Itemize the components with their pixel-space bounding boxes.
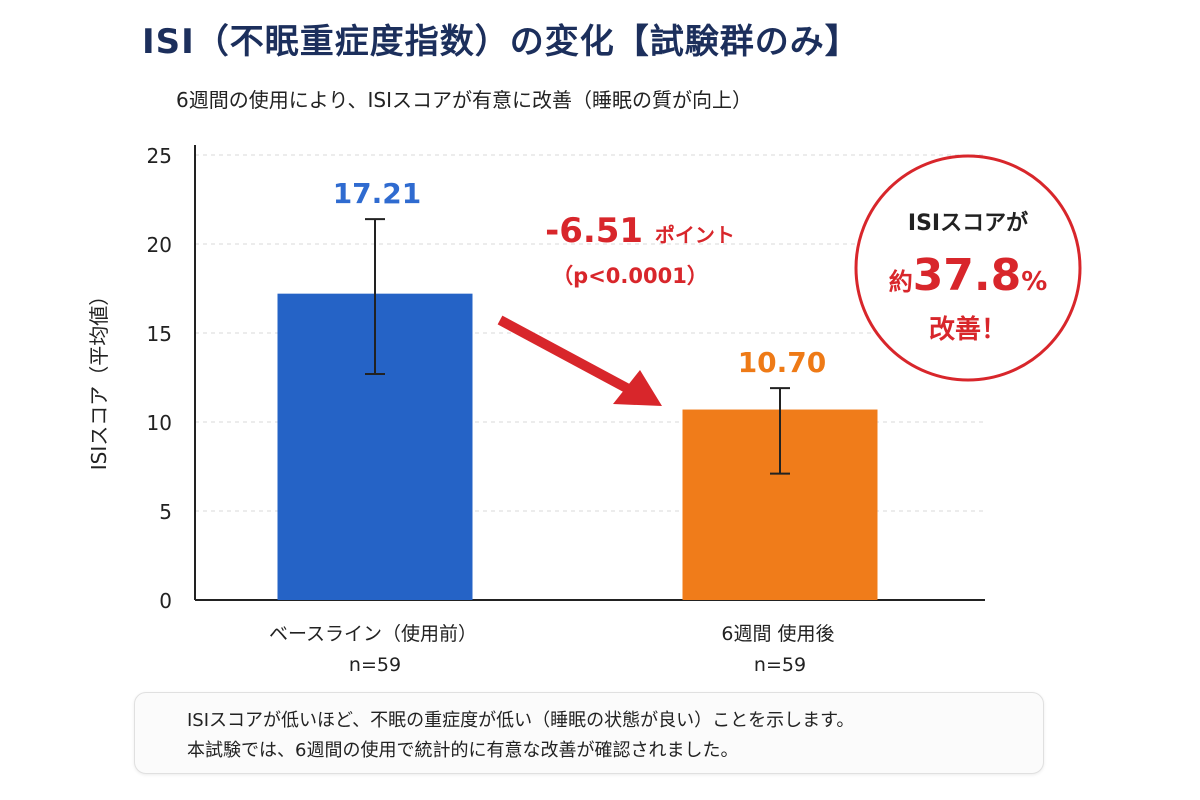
note-line-1: ISIスコアが低いほど、不眠の重症度が低い（睡眠の状態が良い）ことを示します。 bbox=[187, 710, 855, 731]
y-tick-label: 25 bbox=[147, 144, 172, 168]
change-annotation: -6.51 ポイント bbox=[545, 211, 735, 251]
p-value-label: （p<0.0001） bbox=[552, 264, 708, 288]
value-label-2: 10.70 bbox=[738, 346, 827, 379]
x-tick-label-2: 6週間 使用後 bbox=[721, 623, 834, 645]
value-label-1: 17.21 bbox=[333, 177, 422, 210]
callout-circle bbox=[854, 154, 1082, 382]
y-tick-label: 5 bbox=[159, 500, 172, 524]
note-box: ISIスコアが低いほど、不眠の重症度が低い（睡眠の状態が良い）ことを示します。 … bbox=[134, 692, 1044, 774]
change-arrow-shaft bbox=[497, 315, 637, 397]
sample-size-label-1: n=59 bbox=[349, 654, 401, 676]
sample-size-label-2: n=59 bbox=[754, 654, 806, 676]
note-line-2: 本試験では、6週間の使用で統計的に有意な改善が確認されました。 bbox=[187, 740, 739, 761]
change-unit: ポイント bbox=[655, 223, 735, 247]
callout-percent: 約37.8% bbox=[889, 250, 1048, 301]
callout-line-3: 改善！ bbox=[929, 314, 1007, 345]
y-tick-label: 10 bbox=[147, 411, 172, 435]
y-tick-label: 0 bbox=[159, 589, 172, 613]
chart-subtitle: 6週間の使用により、ISIスコアが有意に改善（睡眠の質が向上） bbox=[176, 88, 753, 112]
chart-title: ISI（不眠重症度指数）の変化【試験群のみ】 bbox=[142, 22, 860, 62]
change-arrow-head bbox=[613, 370, 662, 406]
callout-prefix: 約 bbox=[889, 268, 913, 296]
y-tick-label: 20 bbox=[147, 233, 172, 257]
y-tick-label: 15 bbox=[147, 322, 172, 346]
change-value: -6.51 bbox=[545, 211, 655, 251]
callout-line-1: ISIスコアが bbox=[908, 210, 1028, 236]
x-tick-label-1: ベースライン（使用前） bbox=[269, 623, 477, 645]
callout-percent-sign: % bbox=[1021, 267, 1047, 297]
y-axis-label: ISIスコア（平均値） bbox=[87, 286, 111, 471]
callout-percent-value: 37.8 bbox=[913, 250, 1022, 301]
